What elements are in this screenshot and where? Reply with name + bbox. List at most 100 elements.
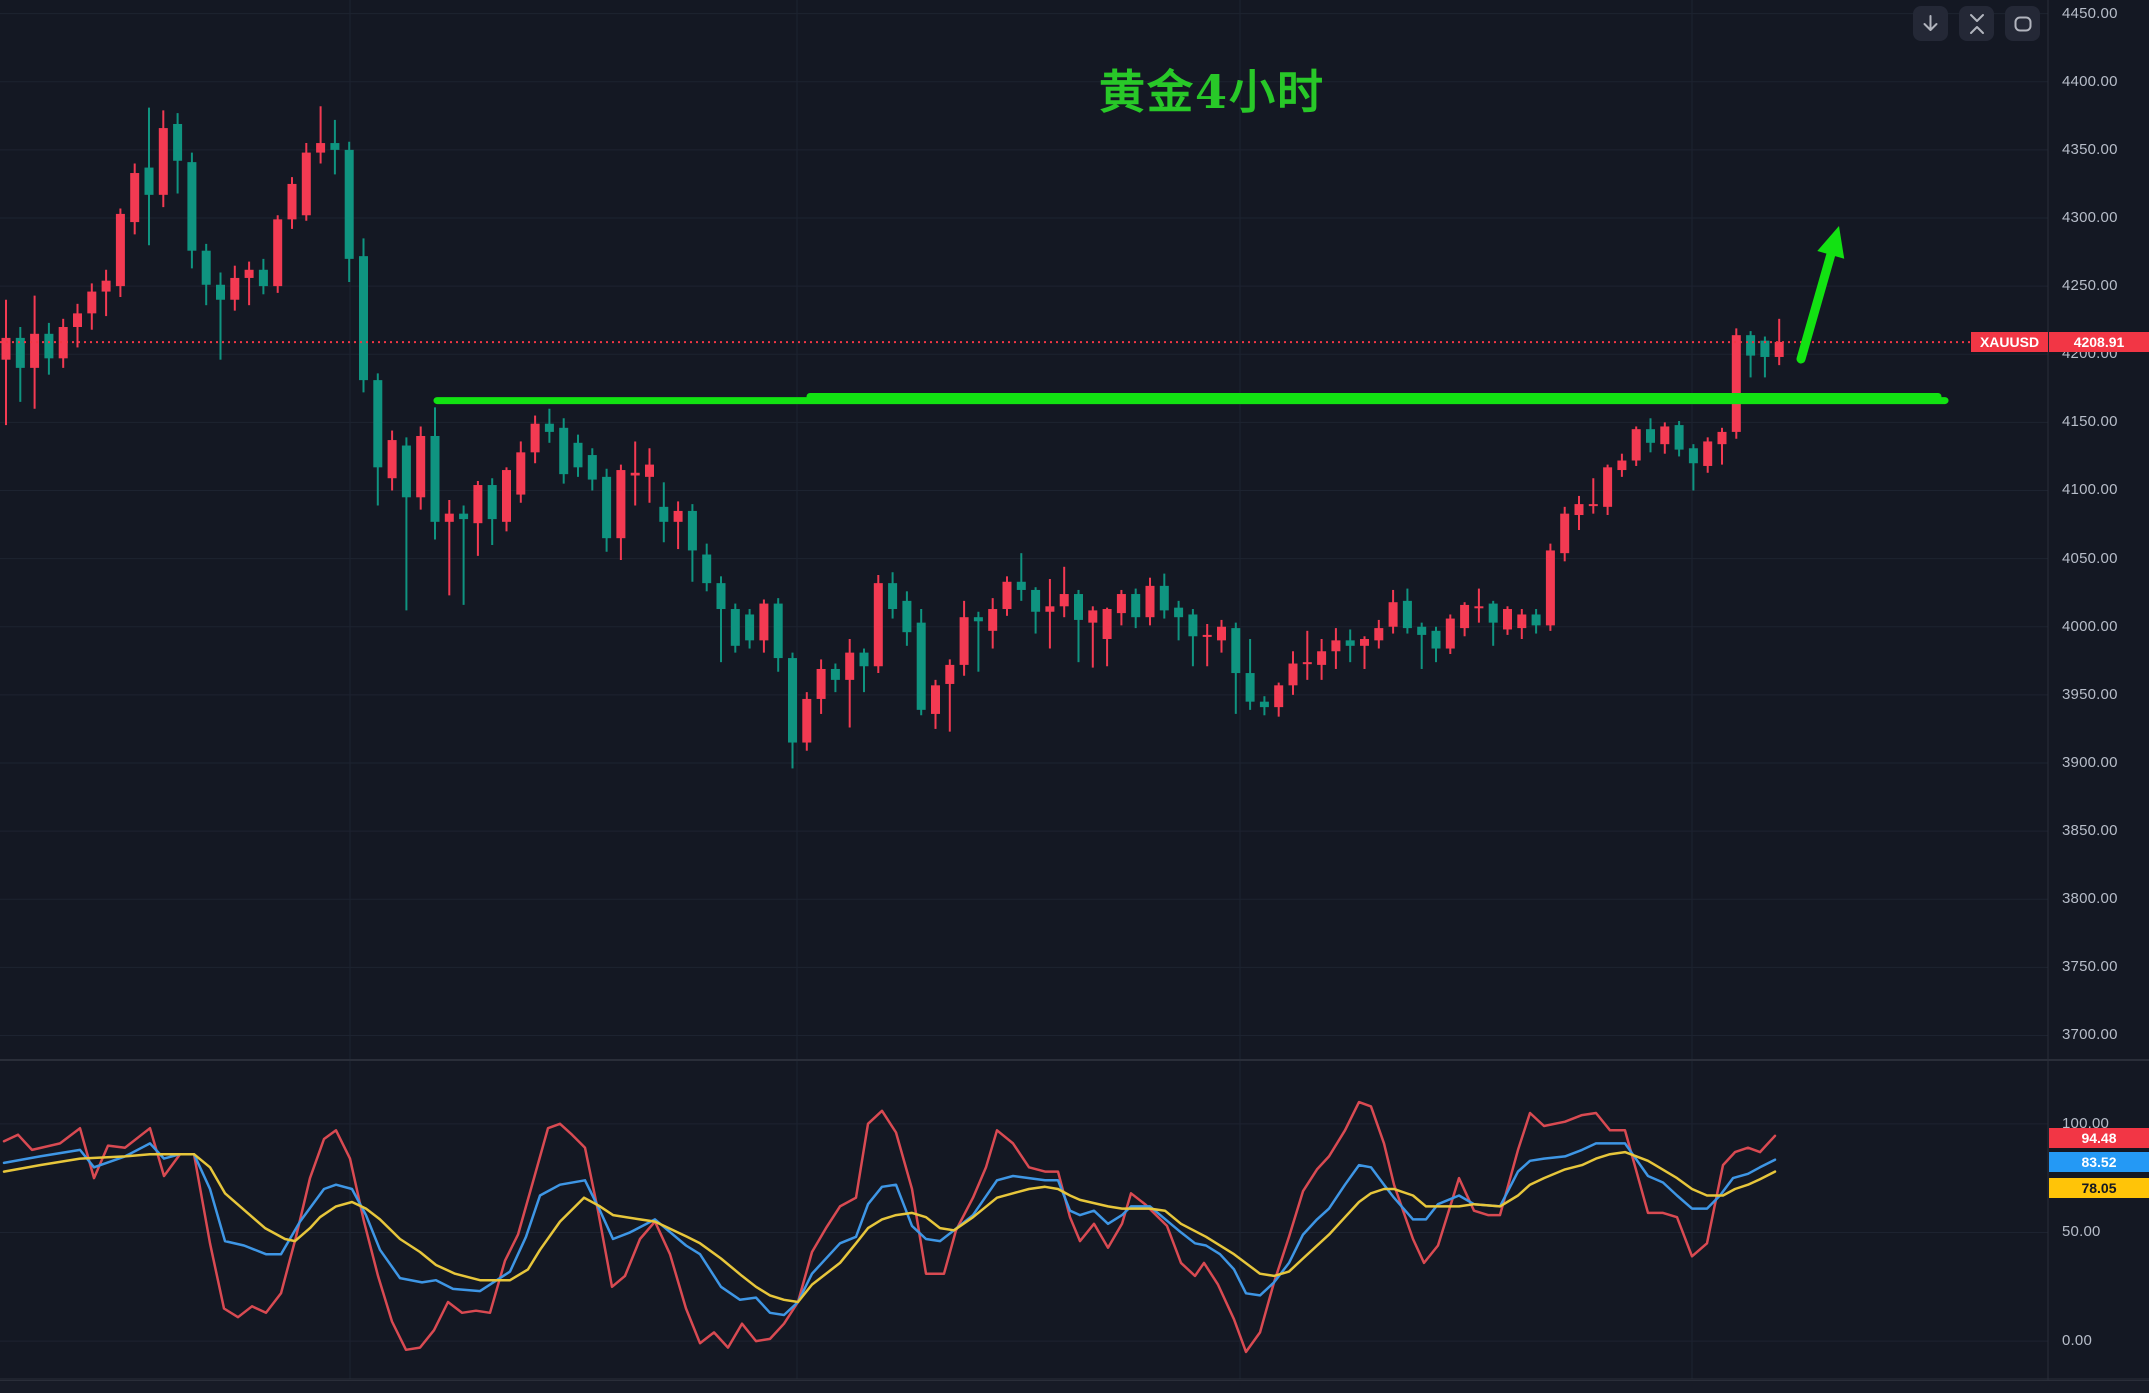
indicator-axis-label: 50.00 — [2062, 1223, 2101, 1241]
candle-body — [916, 622, 926, 710]
candle-body — [1531, 614, 1541, 626]
candle-body — [602, 476, 612, 539]
candle-body — [144, 167, 154, 195]
candle-body — [1660, 426, 1670, 445]
candle-body — [702, 554, 712, 584]
scroll-to-recent-button[interactable] — [1913, 6, 1948, 41]
candle-body — [287, 183, 297, 220]
candle-body — [1302, 662, 1312, 665]
candle-body — [1045, 606, 1055, 612]
candle-body — [988, 609, 998, 631]
price-axis-label: 4100.00 — [2062, 481, 2118, 499]
arrow-down-icon — [1923, 15, 1938, 31]
candle-body — [301, 152, 311, 216]
candle-body — [502, 470, 511, 522]
candle-body — [1002, 581, 1012, 610]
candle-body — [773, 603, 783, 659]
candle-body — [1074, 594, 1083, 620]
price-axis-label: 4350.00 — [2062, 140, 2118, 158]
candle-body — [87, 291, 97, 314]
candle-body — [845, 652, 855, 680]
candle-body — [645, 464, 654, 477]
candle-body — [1031, 589, 1041, 612]
candle-body — [73, 313, 82, 327]
maximize-frame-icon — [2014, 16, 2031, 31]
candle-body — [401, 445, 411, 498]
candle-body — [859, 652, 869, 667]
candle-body — [1774, 341, 1784, 357]
price-axis-label: 4000.00 — [2062, 617, 2118, 635]
candle-body — [444, 513, 454, 522]
candle-body — [730, 609, 740, 646]
candle-body — [1245, 673, 1255, 702]
candle-body — [1574, 504, 1584, 516]
candle-body — [802, 698, 812, 743]
candle-body — [244, 269, 254, 278]
candle-body — [1760, 340, 1770, 357]
price-axis-label: 4050.00 — [2062, 549, 2118, 567]
candle-body — [330, 143, 340, 150]
candle-body — [559, 427, 569, 475]
candle-body — [1731, 335, 1741, 432]
candle-body — [816, 668, 826, 699]
price-axis-label: 3800.00 — [2062, 890, 2118, 908]
candle-body — [101, 280, 111, 292]
candle-body — [258, 269, 268, 287]
candle-body — [1460, 604, 1470, 629]
candle-body — [1174, 607, 1184, 618]
collapse-pane-button[interactable] — [1959, 6, 1994, 41]
chart-title-annotation[interactable]: 黄金4小时 — [1098, 65, 1325, 119]
candle-body — [373, 380, 383, 468]
time-axis[interactable] — [0, 1380, 2149, 1393]
candle-body — [230, 277, 240, 300]
price-axis-label: 3950.00 — [2062, 685, 2118, 703]
candle-body — [630, 472, 640, 476]
candle-body — [530, 423, 540, 453]
kdj-d-line — [2, 1150, 1777, 1304]
price-axis-label: 4150.00 — [2062, 413, 2118, 431]
candle-body — [759, 603, 769, 641]
indicator-axis-label: 100.00 — [2062, 1114, 2110, 1132]
candle-body — [1, 337, 11, 360]
arrow-up-drawing[interactable] — [1796, 226, 1845, 364]
candle-body — [516, 452, 526, 495]
candle-body — [673, 510, 683, 522]
candle-body — [44, 333, 54, 359]
candle-body — [1431, 630, 1441, 649]
candle-body — [316, 143, 326, 153]
candle-body — [1116, 594, 1126, 614]
candle-body — [473, 485, 483, 524]
candle-body — [587, 455, 597, 480]
candle-body — [1688, 448, 1698, 464]
candle-body — [573, 442, 583, 468]
candle-body — [1503, 609, 1512, 630]
candle-body — [187, 162, 197, 251]
price-axis-label: 4400.00 — [2062, 72, 2118, 90]
maximize-pane-button[interactable] — [2005, 6, 2040, 41]
last-price-label: 4208.91 — [2049, 332, 2149, 352]
symbol-price-tag: XAUUSD — [1971, 332, 2048, 352]
candle-body — [1646, 429, 1655, 443]
candle-body — [1603, 467, 1613, 507]
candle-body — [716, 583, 726, 610]
candle-body — [1388, 602, 1398, 627]
candle-body — [416, 435, 426, 498]
price-axis-label: 3850.00 — [2062, 822, 2118, 840]
price-axis-label: 4250.00 — [2062, 277, 2118, 295]
candle-body — [1402, 600, 1412, 629]
candle-body — [544, 423, 554, 432]
candle-body — [873, 583, 883, 667]
candle-body — [201, 250, 211, 285]
candle-body — [1746, 335, 1756, 356]
candle-body — [1360, 638, 1369, 646]
candle-body — [945, 664, 955, 684]
candle-body — [788, 658, 797, 743]
candle-body — [487, 485, 497, 520]
candle-body — [130, 173, 140, 223]
candle-body — [1088, 610, 1098, 623]
candle-body — [1317, 651, 1327, 665]
candle-body — [1588, 504, 1598, 507]
candle-body — [430, 435, 440, 522]
